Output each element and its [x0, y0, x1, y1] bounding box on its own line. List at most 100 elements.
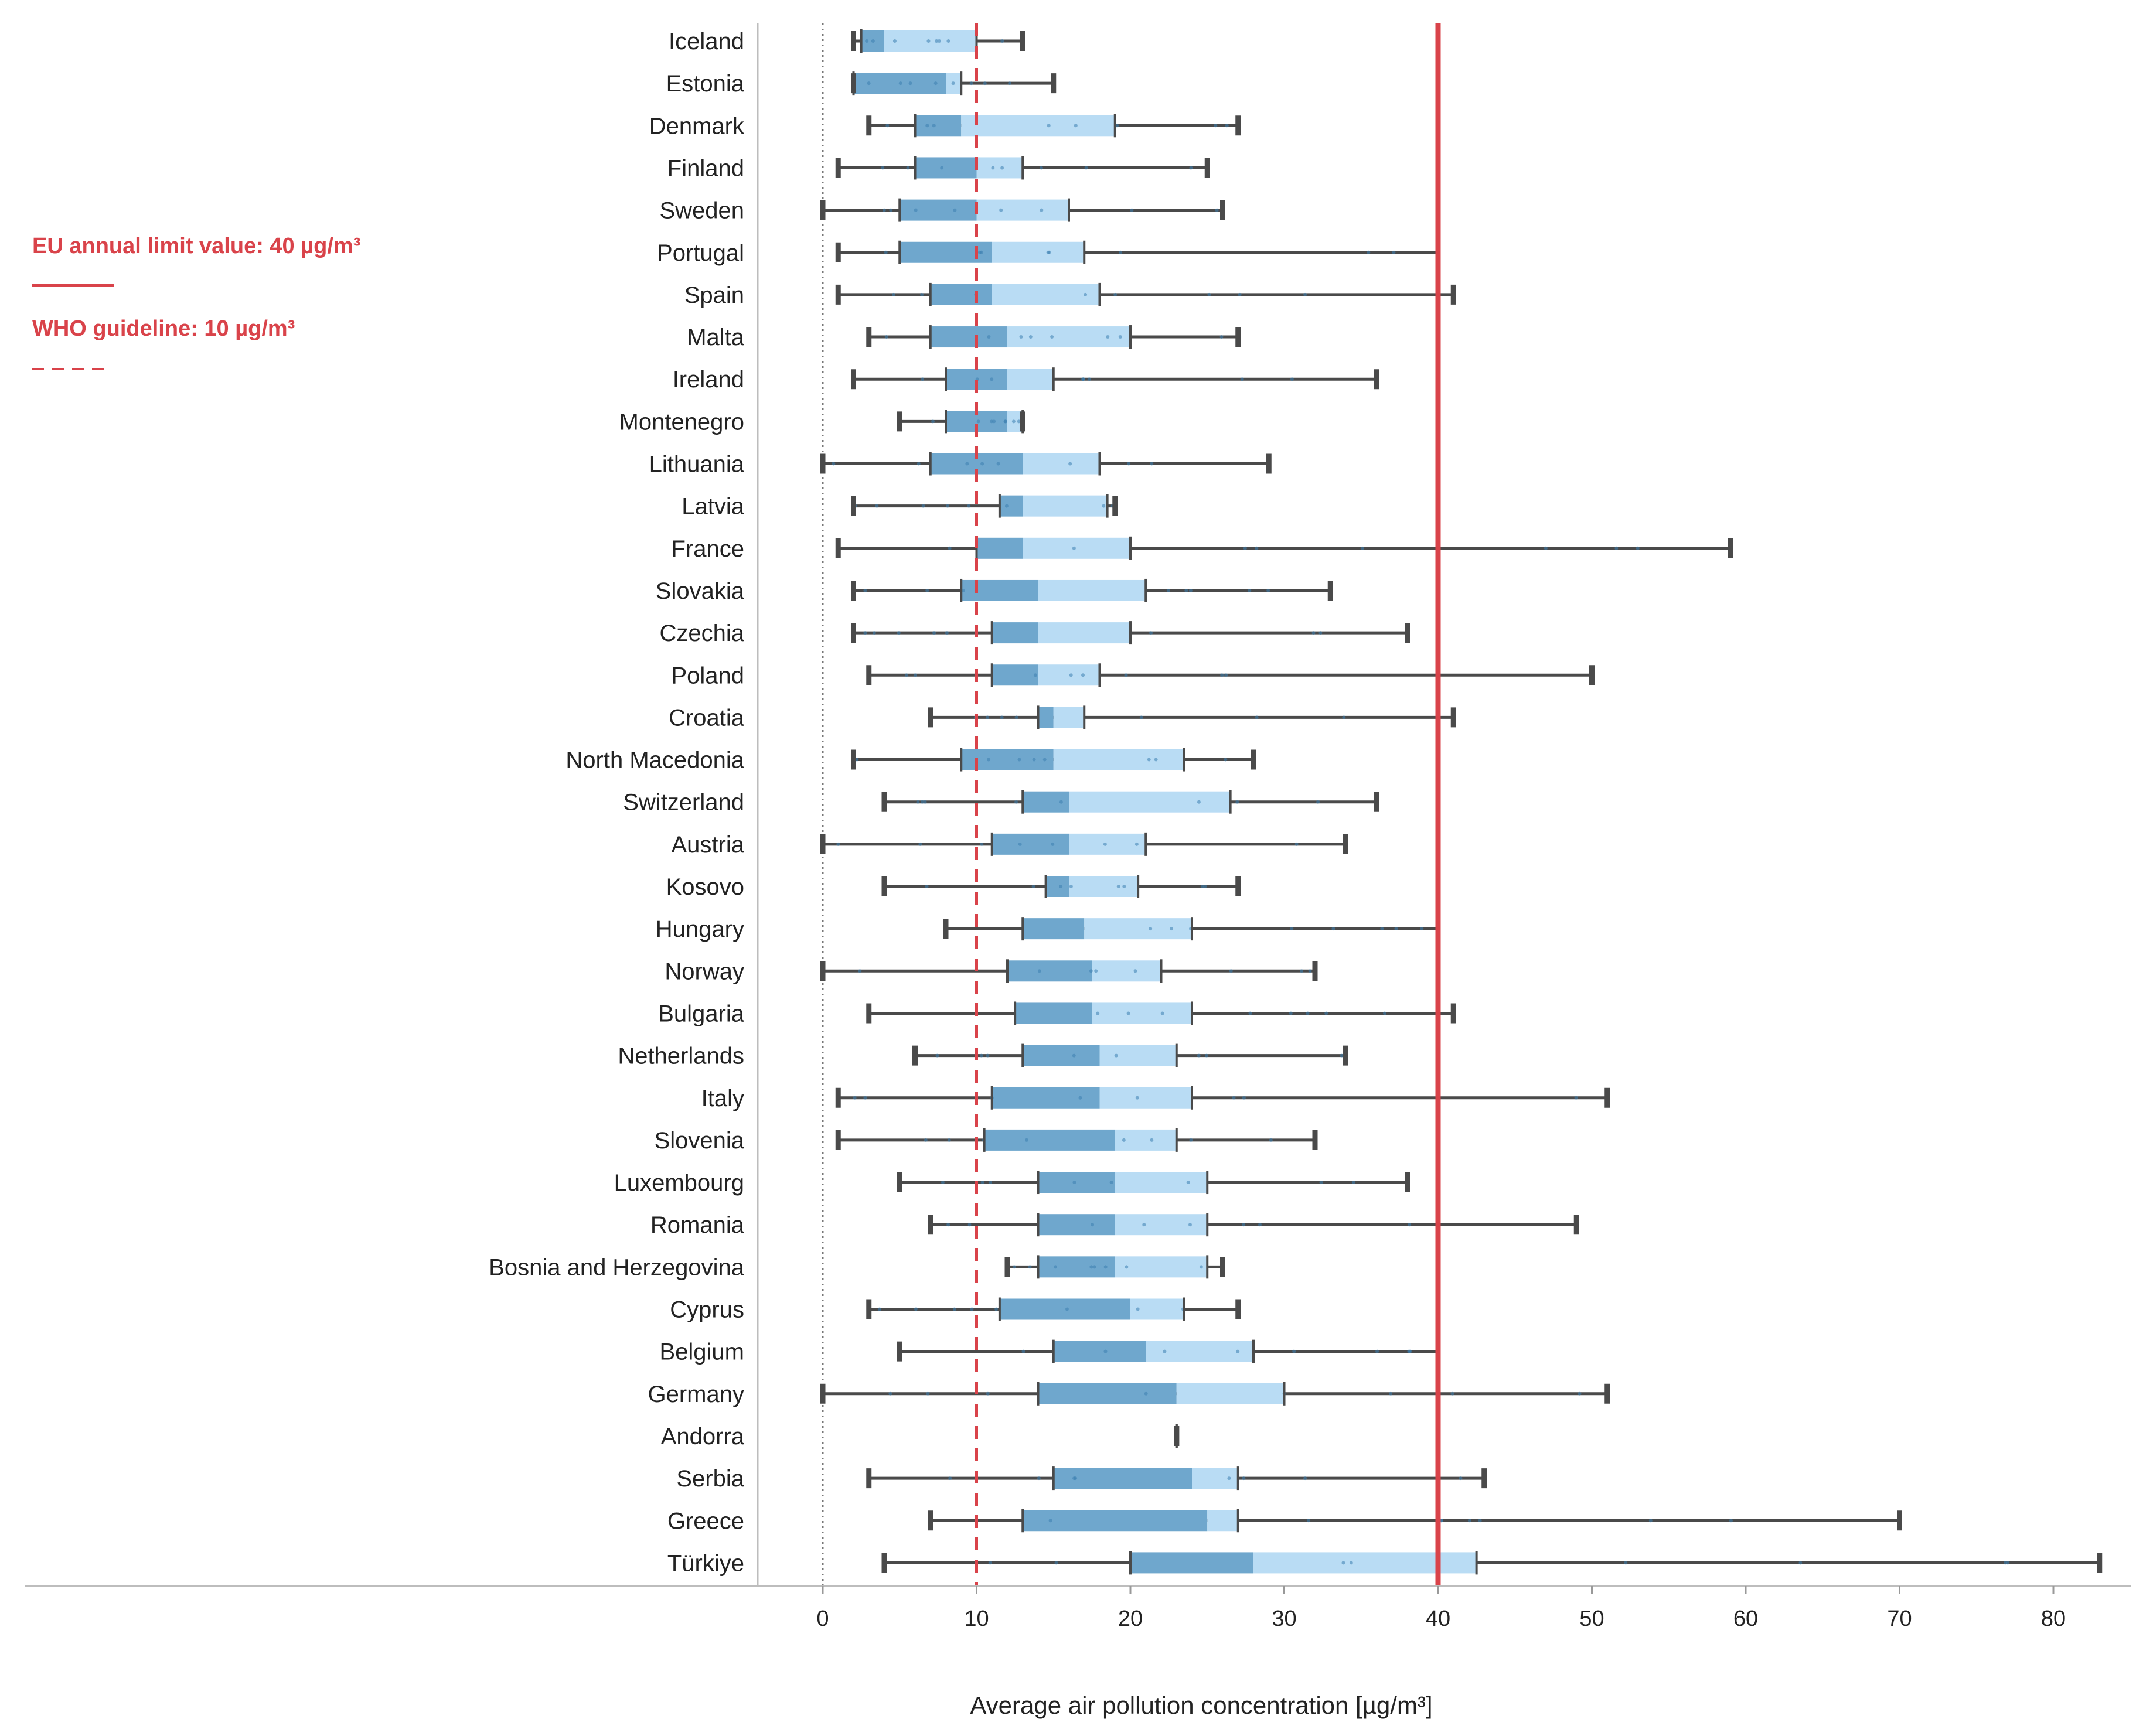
sample-point — [976, 419, 980, 424]
sample-point — [1000, 39, 1004, 43]
sample-point — [1094, 969, 1098, 973]
sample-point — [1069, 885, 1073, 888]
sample-point — [925, 124, 929, 128]
box-upper — [1069, 876, 1139, 897]
x-tick-label: 80 — [2041, 1607, 2066, 1631]
sample-point — [1150, 462, 1154, 466]
box-row — [820, 198, 1225, 222]
country-label: Bulgaria — [658, 1001, 745, 1026]
sample-point — [1199, 1265, 1203, 1269]
sample-point — [1624, 1561, 1628, 1565]
sample-point — [1018, 842, 1022, 846]
box-upper — [1069, 791, 1231, 813]
box-row — [943, 917, 1441, 941]
sample-point — [1294, 842, 1299, 846]
sample-point — [931, 419, 935, 424]
box-upper — [1176, 1383, 1285, 1404]
sample-point — [1240, 377, 1244, 381]
sample-point — [926, 39, 931, 43]
box-upper — [1092, 1002, 1192, 1024]
sample-point — [1149, 927, 1153, 931]
box-row — [897, 1171, 1410, 1195]
sample-point — [1114, 1053, 1118, 1058]
sample-point — [1054, 1561, 1058, 1565]
country-label: Türkiye — [667, 1550, 744, 1576]
country-label: Latvia — [682, 494, 744, 520]
country-label: Norway — [665, 959, 744, 984]
box-lower — [900, 199, 977, 221]
sample-point — [1215, 208, 1219, 212]
x-tick-label: 40 — [1426, 1607, 1450, 1631]
country-label: Denmark — [649, 113, 745, 139]
box-row — [928, 705, 1456, 729]
box-lower — [1007, 960, 1092, 982]
country-label: Spain — [684, 282, 744, 308]
sample-point — [1028, 335, 1033, 339]
box-lower — [1038, 707, 1054, 728]
sample-point — [2006, 1561, 2010, 1565]
sample-point — [885, 124, 890, 128]
box-upper — [1007, 369, 1054, 390]
reference-lines-layer — [975, 23, 1441, 1586]
box-lower — [915, 115, 962, 137]
sample-point — [1420, 927, 1424, 931]
box-row — [897, 410, 1025, 434]
box-lower — [1023, 918, 1085, 940]
country-label: Croatia — [669, 705, 745, 731]
sample-point — [1008, 81, 1012, 86]
sample-point — [1124, 673, 1128, 677]
box-upper — [1023, 537, 1130, 559]
box-upper — [1207, 1510, 1238, 1532]
sample-point — [1242, 1476, 1246, 1481]
sample-point — [979, 1053, 983, 1058]
sample-point — [1130, 208, 1134, 212]
sample-point — [987, 758, 991, 762]
sample-point — [1200, 885, 1204, 888]
box-row — [866, 114, 1241, 138]
sample-point — [965, 462, 969, 466]
sample-point — [1142, 1223, 1146, 1227]
sample-point — [967, 1223, 972, 1227]
sample-point — [1382, 1011, 1386, 1015]
box-row — [912, 1043, 1348, 1067]
sample-point — [872, 631, 876, 635]
x-tick-label: 0 — [816, 1607, 829, 1631]
country-label: North Macedonia — [565, 748, 744, 773]
sample-point — [2003, 1561, 2007, 1565]
sample-point — [1188, 1223, 1192, 1227]
box-upper — [1253, 1552, 1477, 1574]
sample-point — [1407, 1349, 1411, 1353]
sample-point — [935, 1053, 939, 1058]
sample-point — [916, 800, 920, 804]
sample-point — [877, 1307, 881, 1311]
sample-point — [1103, 842, 1107, 846]
sample-point — [1478, 1519, 1482, 1523]
sample-point — [1072, 1053, 1076, 1058]
box-row — [851, 71, 1057, 96]
box-upper — [1192, 1468, 1238, 1489]
country-label: Malta — [687, 325, 745, 350]
country-label: Andorra — [661, 1424, 745, 1449]
box-upper — [1038, 622, 1130, 644]
sample-point — [1258, 1223, 1262, 1227]
sample-point — [1150, 1138, 1154, 1142]
sample-point — [1186, 1181, 1190, 1185]
sample-point — [1021, 1349, 1025, 1353]
sample-point — [908, 81, 912, 86]
sample-point — [1059, 885, 1063, 888]
sample-point — [1306, 1011, 1310, 1015]
sample-point — [1089, 969, 1093, 973]
sample-point — [920, 292, 924, 296]
sample-point — [940, 166, 944, 170]
country-label: Montenegro — [619, 409, 744, 435]
sample-point — [1031, 885, 1035, 888]
sample-point — [1648, 1519, 1653, 1523]
country-label: Portugal — [657, 240, 744, 266]
sample-point — [1037, 1476, 1041, 1481]
country-label: Hungary — [656, 916, 744, 942]
sample-point — [1243, 546, 1247, 550]
country-label: Romania — [650, 1212, 745, 1238]
country-label: Iceland — [669, 29, 744, 54]
sample-point — [1072, 546, 1076, 550]
sample-point — [1116, 885, 1120, 888]
